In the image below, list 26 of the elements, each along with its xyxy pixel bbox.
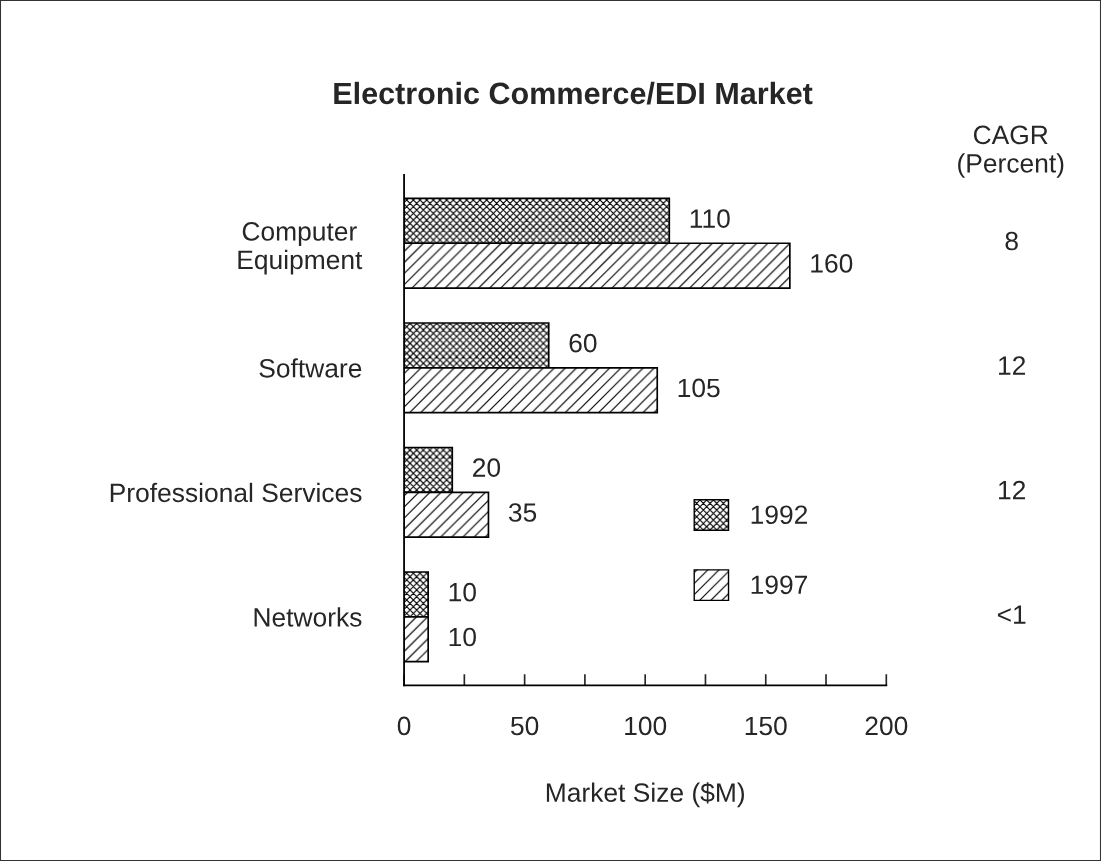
chart-title: Electronic Commerce/EDI Market xyxy=(334,81,813,105)
y-tick-label: Software xyxy=(259,358,362,378)
x-tick-label: 200 xyxy=(865,716,908,736)
data-label: 35 xyxy=(508,503,537,522)
data-label: 160 xyxy=(811,254,853,273)
data-label: 10 xyxy=(449,627,476,647)
y-tick-label: Networks xyxy=(254,607,362,627)
legend-label: 1997 xyxy=(751,575,808,595)
text: 12 xyxy=(999,480,1026,500)
text: <1 xyxy=(997,605,1026,624)
data-label: 110 xyxy=(690,209,730,228)
x-tick-label: 0 xyxy=(397,716,411,736)
text: 8 xyxy=(1005,231,1018,251)
text: 12 xyxy=(999,356,1026,375)
x-tick-label: 50 xyxy=(511,716,539,736)
legend-label: 1992 xyxy=(751,505,808,525)
x-axis-title: Market Size ($M) xyxy=(546,782,744,808)
text: CAGR (Percent) xyxy=(958,125,1064,178)
x-tick-label: 100 xyxy=(625,716,667,736)
data-label: 20 xyxy=(473,458,501,477)
data-label: 60 xyxy=(569,333,597,353)
data-label: 105 xyxy=(678,378,720,398)
data-label: 10 xyxy=(449,582,476,602)
y-tick-label: Computer Equipment xyxy=(238,222,363,275)
y-tick-label: Professional Services xyxy=(110,482,362,503)
x-tick-label: 150 xyxy=(745,716,787,736)
